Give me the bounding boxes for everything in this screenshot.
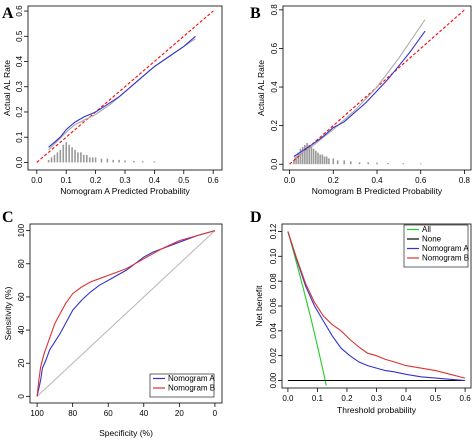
y-tick-label: 20 [17, 358, 26, 367]
x-tick-label: 0.2 [328, 176, 340, 185]
y-tick-label: 0.3 [15, 81, 24, 93]
x-tick-label: 0.0 [31, 176, 43, 185]
y-tick-label: 0.08 [269, 273, 278, 289]
panel-letter: C [2, 209, 14, 226]
x-tick-label: 40 [139, 409, 148, 418]
panel-letter: A [2, 5, 14, 22]
series-line-bias-corrected [293, 30, 426, 157]
x-tick-label: 0.0 [282, 394, 294, 403]
y-axis-title: Sensitivity (%) [3, 286, 13, 340]
x-axis-title: Nomogram B Predicted Probability [312, 186, 443, 196]
x-tick-label: 0.2 [90, 176, 102, 185]
legend-entry: None [422, 235, 442, 244]
x-tick-label: 0.3 [371, 394, 383, 403]
data-layer [289, 9, 465, 165]
y-tick-label: 0.1 [15, 131, 24, 143]
y-axis-title: Actual AL Rate [256, 60, 266, 116]
series-line-nomogram-a [287, 231, 466, 382]
x-axis-title: Threshold probability [337, 405, 417, 415]
y-axis-title: Net benefit [254, 285, 264, 327]
legend-entry: Nomogram A [422, 244, 469, 253]
y-tick-label: 0.0 [270, 158, 279, 170]
x-tick-label: 60 [104, 409, 113, 418]
y-tick-label: 0.00 [269, 372, 278, 388]
data-layer [36, 230, 216, 397]
panel-D: D 0.0 0.1 0.2 0.3 0.4 0.5 0.6 0.00 0.02 0.04 0.06 0.… [250, 209, 472, 415]
legend-entry: Nomogram B [422, 254, 469, 263]
series-line-nomogram-b [36, 230, 216, 397]
legend-box [403, 224, 469, 268]
series-line-all [287, 231, 327, 386]
y-tick-label: 0.04 [269, 323, 278, 339]
y-tick-label: 0.0 [15, 156, 24, 168]
plot-frame [29, 223, 223, 404]
legend-entry: All [422, 225, 431, 234]
panel-letter: B [250, 5, 261, 22]
y-tick-label: 0.8 [270, 4, 279, 16]
x-tick-label: 0 [213, 409, 218, 418]
data-layer [36, 10, 214, 163]
x-tick-label: 0.6 [208, 176, 220, 185]
y-axis-title: Actual AL Rate [2, 60, 12, 116]
x-tick-label: 0.6 [460, 394, 472, 403]
series-line-nomogram-a [36, 230, 216, 397]
x-tick-label: 100 [30, 409, 44, 418]
series-line-nomogram-b [287, 231, 466, 379]
x-tick-label: 0.3 [119, 176, 131, 185]
y-tick-label: 0.4 [270, 81, 279, 93]
series-line-apparent [293, 19, 426, 159]
x-axis-title: Specificity (%) [99, 428, 153, 438]
y-tick-label: 100 [17, 223, 26, 237]
x-tick-label: 0.5 [430, 394, 442, 403]
x-tick-label: 0.1 [61, 176, 73, 185]
x-tick-label: 0.4 [149, 176, 161, 185]
y-tick-label: 0 [17, 394, 26, 399]
y-tick-label: 0.10 [269, 248, 278, 264]
x-tick-label: 0.2 [341, 394, 353, 403]
x-tick-label: 0.8 [459, 176, 471, 185]
series-line-ideal [36, 10, 214, 163]
legend-box [149, 373, 215, 398]
x-tick-label: 0.5 [178, 176, 190, 185]
y-tick-label: 0.5 [15, 30, 24, 42]
x-tick-label: 0.4 [371, 176, 383, 185]
x-axis-title: Nomogram A Predicted Probability [60, 186, 190, 196]
panel-letter: D [250, 209, 262, 226]
y-tick-label: 0.2 [270, 120, 279, 132]
panel-B: B 0.0 0.2 0.4 0.6 0.8 0.0 0.2 0.4 0.6 0.8 Nomogram … [250, 4, 472, 196]
y-tick-label: 0.06 [269, 298, 278, 314]
legend-entry: Nomogram B [168, 384, 215, 393]
y-tick-label: 80 [17, 259, 26, 268]
y-tick-label: 0.4 [15, 55, 24, 67]
y-tick-label: 0.02 [269, 347, 278, 363]
x-tick-label: 0.6 [415, 176, 427, 185]
x-tick-label: 20 [175, 409, 184, 418]
x-tick-label: 0.0 [284, 176, 296, 185]
panel-A: A 0.0 0.1 0.2 0.3 0.4 0.5 0.6 0.0 0.1 0.2 0.3 0.4 0.5… [2, 5, 223, 196]
x-tick-label: 0.1 [312, 394, 324, 403]
series-line-bias-corrected [48, 35, 196, 148]
series-line-reference [36, 230, 216, 397]
y-tick-label: 0.2 [15, 106, 24, 118]
x-tick-label: 0.4 [400, 394, 412, 403]
y-tick-label: 0.6 [15, 5, 24, 17]
y-tick-label: 60 [17, 292, 26, 301]
y-tick-label: 40 [17, 325, 26, 334]
legend-entry: Nomogram A [168, 374, 215, 383]
y-tick-label: 0.6 [270, 42, 279, 54]
x-tick-label: 80 [68, 409, 77, 418]
y-tick-label: 0.12 [269, 223, 278, 239]
data-layer [287, 231, 466, 386]
